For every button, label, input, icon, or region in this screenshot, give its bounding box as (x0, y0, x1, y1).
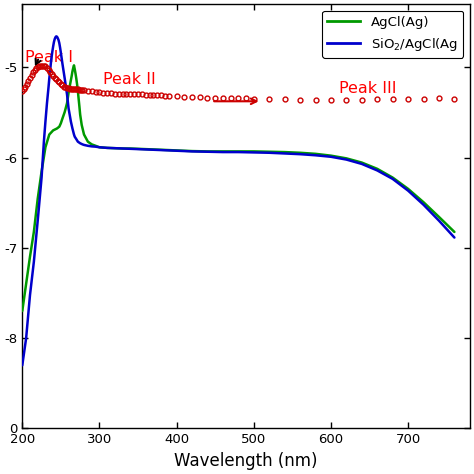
X-axis label: Wavelength (nm): Wavelength (nm) (174, 452, 318, 470)
Text: Peak III: Peak III (338, 81, 396, 96)
Legend: AgCl(Ag), SiO$_2$/AgCl(Ag: AgCl(Ag), SiO$_2$/AgCl(Ag (322, 11, 463, 58)
Text: Peak II: Peak II (103, 72, 156, 87)
Text: Peak I: Peak I (26, 50, 73, 65)
